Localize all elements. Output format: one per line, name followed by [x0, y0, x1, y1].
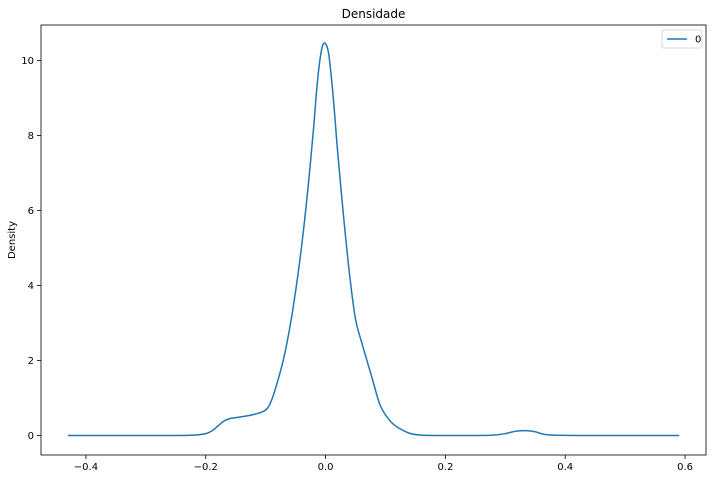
x-tick-label: 0.2 — [437, 462, 453, 473]
legend: 0 — [661, 29, 703, 49]
x-tick-label: −0.4 — [74, 462, 98, 473]
y-tick-label: 6 — [28, 206, 34, 217]
y-tick-label: 2 — [28, 356, 34, 367]
y-tick-label: 0 — [28, 431, 34, 442]
y-tick-label: 8 — [28, 131, 34, 142]
x-tick-label: 0.6 — [677, 462, 693, 473]
y-tick-label: 10 — [21, 56, 34, 67]
x-tick-label: 0.4 — [557, 462, 573, 473]
x-tick-label: 0.0 — [318, 462, 334, 473]
plot-frame — [40, 24, 707, 456]
y-axis: 0 2 4 6 8 10 — [21, 56, 41, 442]
plot-area — [67, 42, 680, 437]
legend-label: 0 — [695, 35, 701, 46]
y-axis-label: Density — [7, 221, 18, 259]
chart-title: Densidade — [342, 7, 406, 21]
x-axis: −0.4 −0.2 0.0 0.2 0.4 0.6 — [74, 455, 693, 473]
x-tick-label: −0.2 — [194, 462, 218, 473]
series-line-0 — [67, 42, 680, 437]
y-tick-label: 4 — [28, 281, 34, 292]
